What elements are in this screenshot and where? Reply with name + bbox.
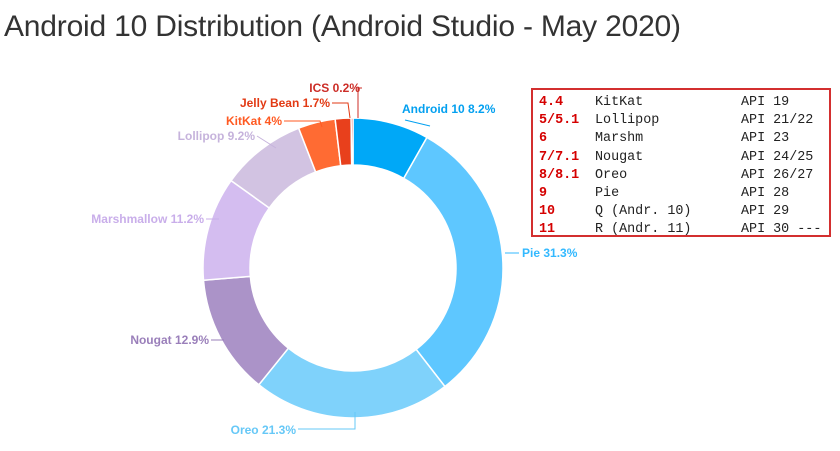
leader-line-oreo — [298, 412, 356, 430]
legend-api: API 28 — [741, 185, 790, 201]
leader-line-ics — [357, 87, 362, 118]
slice-label-marshmallow: Marshmallow 11.2% — [91, 212, 204, 226]
slice-label-oreo: Oreo 21.3% — [231, 423, 297, 437]
leader-line-kitkat — [284, 120, 323, 128]
slice-label-jelly-bean: Jelly Bean 1.7% — [240, 96, 330, 110]
legend-api: API 29 — [741, 204, 790, 220]
legend-version: 8/8.1 — [539, 167, 580, 183]
leader-line-jelly-bean — [332, 102, 351, 119]
slice-ics — [350, 117, 354, 166]
legend-name: Pie — [595, 185, 620, 201]
legend-name: KitKat — [595, 95, 644, 110]
legend-version: 5/5.1 — [539, 113, 580, 129]
legend-row: 6 Marshm API 23 — [539, 130, 829, 148]
legend-api: API 26/27 — [741, 167, 814, 183]
legend-row: 4.4 KitKat API 19 — [539, 94, 829, 112]
legend-version: 4.4 — [539, 95, 564, 110]
legend-row: 10 Q (Andr. 10) API 29 — [539, 203, 829, 221]
legend-api: API 23 — [741, 131, 790, 147]
legend-api: API 19 — [741, 95, 790, 110]
legend-version: 6 — [539, 131, 548, 147]
legend-name: Q (Andr. 10) — [595, 204, 692, 220]
leader-line-lollipop — [256, 135, 277, 149]
slice-label-pie: Pie 31.3% — [522, 246, 578, 260]
legend-version: 7/7.1 — [539, 149, 580, 165]
slice-label-kitkat: KitKat 4% — [226, 114, 282, 128]
legend-api: API 24/25 — [741, 149, 814, 165]
legend-name: R (Andr. 11) — [595, 222, 692, 238]
legend-api: API 30 --- — [741, 222, 822, 238]
slice-pie — [402, 136, 504, 388]
api-legend-box: 4.4 KitKat API 19 5/5.1 Lollipop API 21/22 6 Ma… — [531, 88, 831, 237]
legend-version: 9 — [539, 185, 548, 201]
legend-name: Marshm — [595, 131, 644, 147]
slice-label-lollipop: Lollipop 9.2% — [178, 129, 256, 143]
legend-row: 7/7.1 Nougat API 24/25 — [539, 149, 829, 167]
page-title: Android 10 Distribution (Android Studio … — [4, 10, 681, 43]
slice-oreo — [257, 347, 446, 419]
slice-label-android-10: Android 10 8.2% — [402, 102, 496, 116]
legend-version: 11 — [539, 222, 556, 238]
legend-row: 9 Pie API 28 — [539, 185, 829, 203]
legend-api: API 21/22 — [741, 113, 814, 129]
leader-line-android-10 — [404, 119, 431, 127]
legend-name: Lollipop — [595, 113, 660, 129]
legend-name: Oreo — [595, 167, 628, 183]
legend-row: 8/8.1 Oreo API 26/27 — [539, 167, 829, 185]
legend-row: 11 R (Andr. 11) API 30 --- — [539, 221, 829, 239]
legend-name: Nougat — [595, 149, 644, 165]
slice-label-ics: ICS 0.2% — [309, 81, 360, 95]
legend-row: 5/5.1 Lollipop API 21/22 — [539, 112, 829, 130]
legend-version: 10 — [539, 204, 556, 220]
slice-label-nougat: Nougat 12.9% — [130, 333, 209, 347]
